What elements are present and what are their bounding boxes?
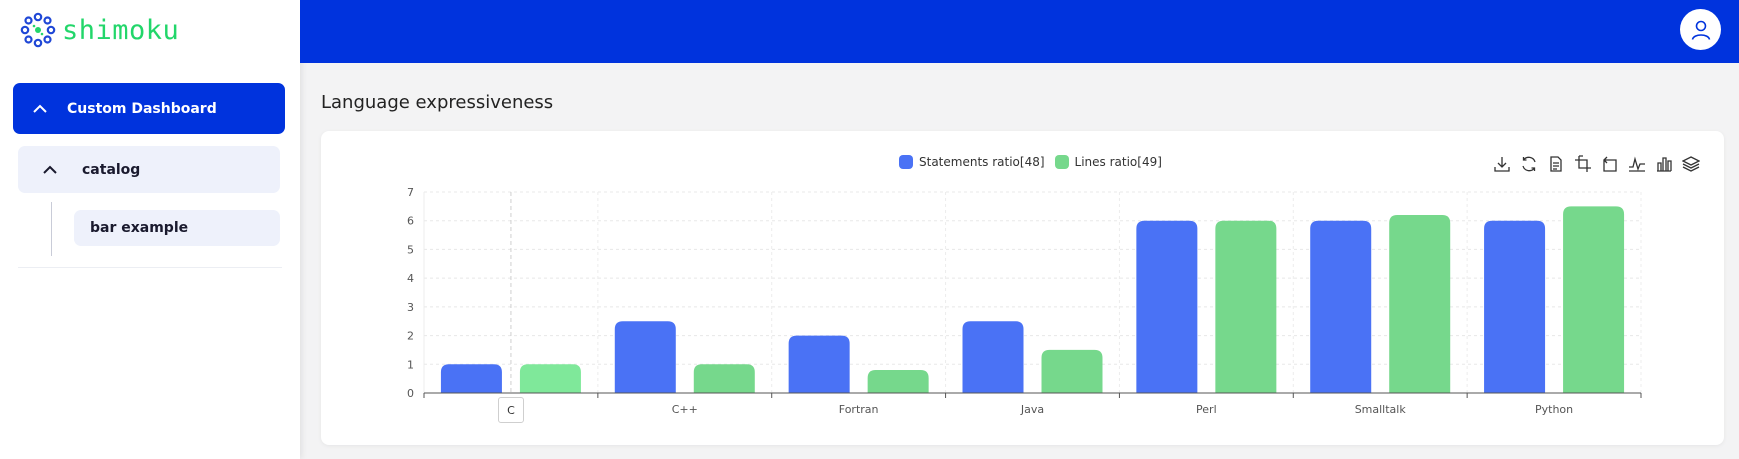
bar-lines-c++ [693,364,755,393]
x-tick-label: Python [1535,403,1573,416]
user-avatar-button[interactable] [1680,9,1721,50]
line-chart-icon[interactable] [1628,155,1646,173]
bar-lines-smalltalk [1389,214,1451,393]
chevron-up-icon [18,146,82,193]
bar-lines-perl [1215,220,1277,393]
bar-statements-fortran [788,335,850,393]
x-tick-label: Java [1020,403,1044,416]
bar-statements-smalltalk [1310,220,1372,393]
bar-statements-perl [1136,220,1198,393]
sidebar-item-bar-example[interactable]: bar example [74,210,280,246]
bar-statements-c++ [614,321,676,393]
top-header [300,0,1739,63]
shimoku-logo-icon [20,12,56,48]
category-tooltip: C [497,397,524,423]
y-tick-label: 7 [407,186,414,199]
sidebar: shimoku Custom Dashboard catalog bar exa… [0,0,300,459]
bar-lines-python [1563,206,1625,393]
bar-statements-c [440,364,502,393]
x-tick-label: Smalltalk [1355,403,1407,416]
y-tick-label: 4 [407,272,414,285]
tree-connector [51,202,52,256]
chart-toolbox [1493,155,1700,173]
logo[interactable]: shimoku [20,10,179,50]
brand-name: shimoku [62,14,180,46]
legend-item-statements[interactable]: Statements ratio[48] [899,155,1045,169]
bar-lines-c [519,364,581,393]
sidebar-divider [18,267,282,268]
bar-lines-java [1041,349,1103,393]
sidebar-item-label: catalog [82,161,141,178]
bar-statements-java [962,321,1024,393]
legend-label: Statements ratio[48] [919,155,1045,169]
legend-swatch [1054,155,1069,169]
sidebar-item-label: Custom Dashboard [67,100,217,117]
user-icon [1691,20,1710,40]
chart-card: Statements ratio[48] Lines ratio[49] [321,131,1724,445]
zoom-reset-icon[interactable] [1601,155,1619,173]
legend-item-lines[interactable]: Lines ratio[49] [1054,155,1162,169]
y-tick-label: 0 [407,387,414,400]
chart-legend: Statements ratio[48] Lines ratio[49] [899,155,1162,169]
refresh-icon[interactable] [1520,155,1538,173]
y-tick-label: 3 [407,301,414,314]
y-tick-label: 6 [407,215,414,228]
y-tick-label: 2 [407,330,414,343]
sidebar-item-catalog[interactable]: catalog [18,146,280,193]
bar-chart-icon[interactable] [1655,155,1673,173]
x-tick-label: Fortran [839,403,879,416]
legend-swatch [899,155,913,169]
x-tick-label: Perl [1196,403,1217,416]
download-icon[interactable] [1493,155,1511,173]
bar-lines-fortran [867,370,929,393]
y-tick-label: 1 [407,358,414,371]
legend-label: Lines ratio[49] [1074,155,1162,169]
sidebar-item-label: bar example [90,220,189,236]
page-title: Language expressiveness [321,92,554,113]
x-tick-label: C++ [672,403,698,416]
data-view-icon[interactable] [1547,155,1565,173]
sidebar-item-custom-dashboard[interactable]: Custom Dashboard [13,83,285,134]
stack-icon[interactable] [1682,155,1700,173]
y-tick-label: 5 [407,243,414,256]
bar-chart: 0 1 2 3 4 5 6 7 C++ Fortran Java Perl Smalltalk Pytho… [407,186,1642,416]
zoom-icon[interactable] [1574,155,1592,173]
bar-statements-python [1484,220,1546,393]
chevron-up-icon [13,83,67,134]
